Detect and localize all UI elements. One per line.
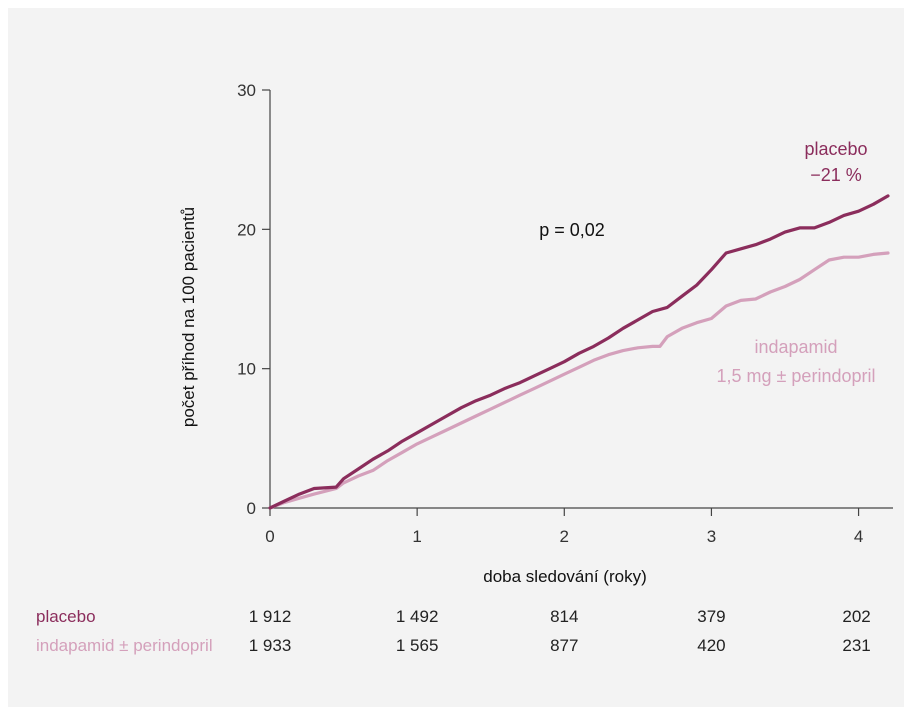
x-tick-label: 2	[560, 527, 569, 546]
axes	[262, 89, 893, 516]
series-lines	[268, 194, 890, 510]
series-labels: placebo −21 % indapamid 1,5 mg ± perindopri…	[717, 139, 876, 386]
series-line-indapamid	[268, 251, 890, 510]
y-tick-label: 10	[237, 360, 256, 379]
y-tick-label: 30	[237, 81, 256, 100]
x-axis-title: doba sledování (roky)	[483, 567, 646, 586]
series-label-placebo: placebo	[804, 139, 867, 159]
series-sublabel-indapamid: 1,5 mg ± perindopril	[717, 366, 876, 386]
tick-labels: 0 10 20 30 0 1 2 3 4	[237, 81, 863, 546]
p-value-annotation: p = 0,02	[539, 220, 605, 240]
series-line-placebo	[268, 194, 890, 510]
x-tick-label: 3	[707, 527, 716, 546]
chart-panel	[8, 8, 904, 707]
series-sublabel-placebo: −21 %	[810, 165, 862, 185]
series-label-indapamid: indapamid	[754, 337, 837, 357]
x-tick-label: 4	[854, 527, 863, 546]
y-tick-label: 20	[237, 220, 256, 239]
y-tick-label: 0	[247, 499, 256, 518]
x-tick-label: 1	[412, 527, 421, 546]
y-axis-title: počet příhod na 100 pacientů	[179, 207, 198, 427]
x-tick-label: 0	[265, 527, 274, 546]
